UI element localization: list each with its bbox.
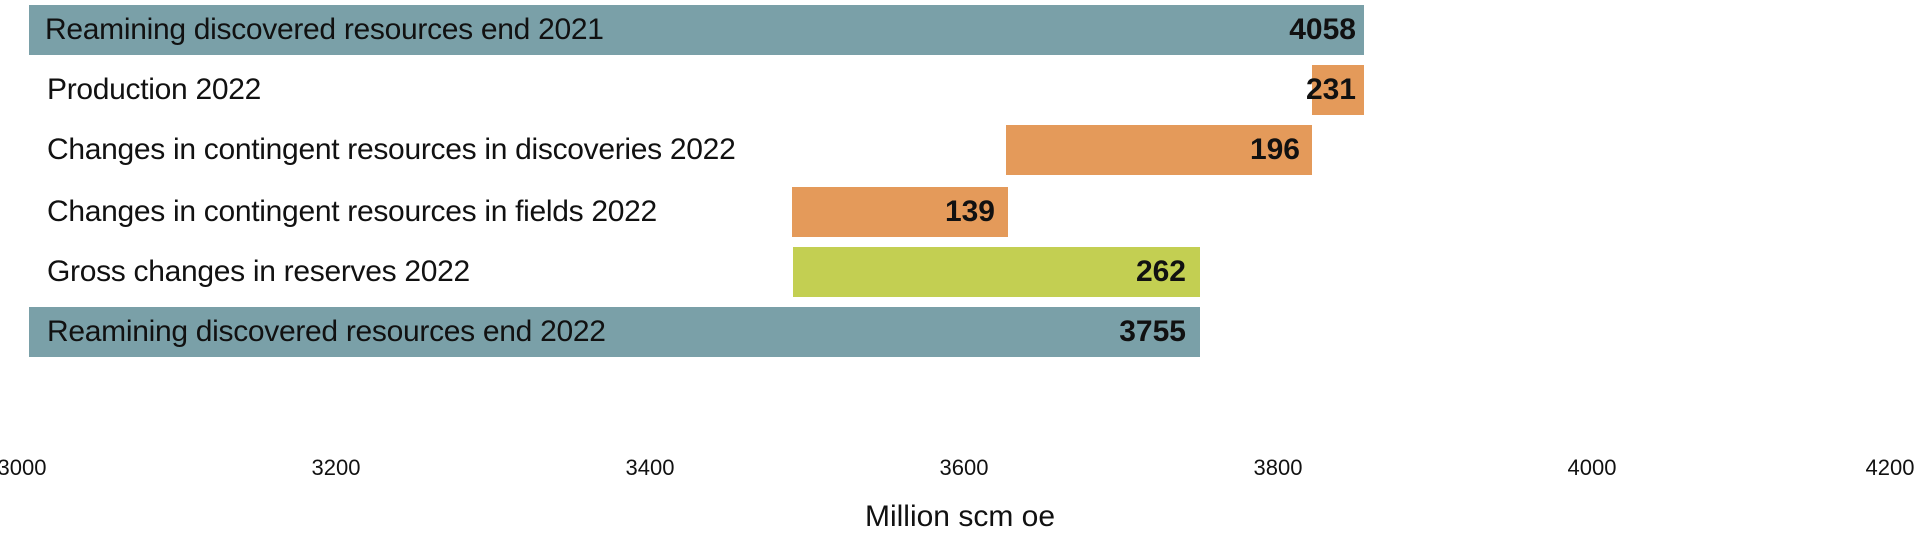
bar-gross-reserves-2022 [793,247,1200,297]
bar-remaining-2022 [29,307,1200,357]
bar-production-2022 [1312,65,1364,115]
category-label-gross-reserves-2022: Gross changes in reserves 2022 [47,255,470,288]
value-label-gross-reserves-2022: 262 [1135,255,1186,288]
category-label-contingent-discoveries-2022: Changes in contingent resources in disco… [47,133,736,166]
value-label-production-2022: 231 [1305,73,1356,106]
x-tick-4200: 4200 [1865,455,1915,480]
bar-remaining-2021 [29,5,1364,55]
category-label-remaining-2022: Reamining discovered resources end 2022 [47,315,606,348]
category-label-remaining-2021: Reamining discovered resources end 2021 [45,13,604,46]
value-label-remaining-2022: 3755 [1119,315,1186,348]
bar-contingent-discoveries-2022 [1006,125,1312,175]
x-tick-3000: 3000 [0,455,47,480]
x-tick-4000: 4000 [1567,455,1617,480]
x-tick-3800: 3800 [1253,455,1303,480]
value-label-remaining-2021: 4058 [1289,13,1356,46]
category-label-contingent-fields-2022: Changes in contingent resources in field… [47,195,657,228]
x-tick-3400: 3400 [625,455,675,480]
x-axis-title: Million scm oe [864,500,1056,533]
x-tick-3600: 3600 [939,455,989,480]
value-label-contingent-fields-2022: 139 [944,195,995,228]
value-label-contingent-discoveries-2022: 196 [1249,133,1300,166]
category-label-production-2022: Production 2022 [47,73,261,106]
x-tick-3200: 3200 [311,455,361,480]
bar-contingent-fields-2022 [792,187,1008,237]
